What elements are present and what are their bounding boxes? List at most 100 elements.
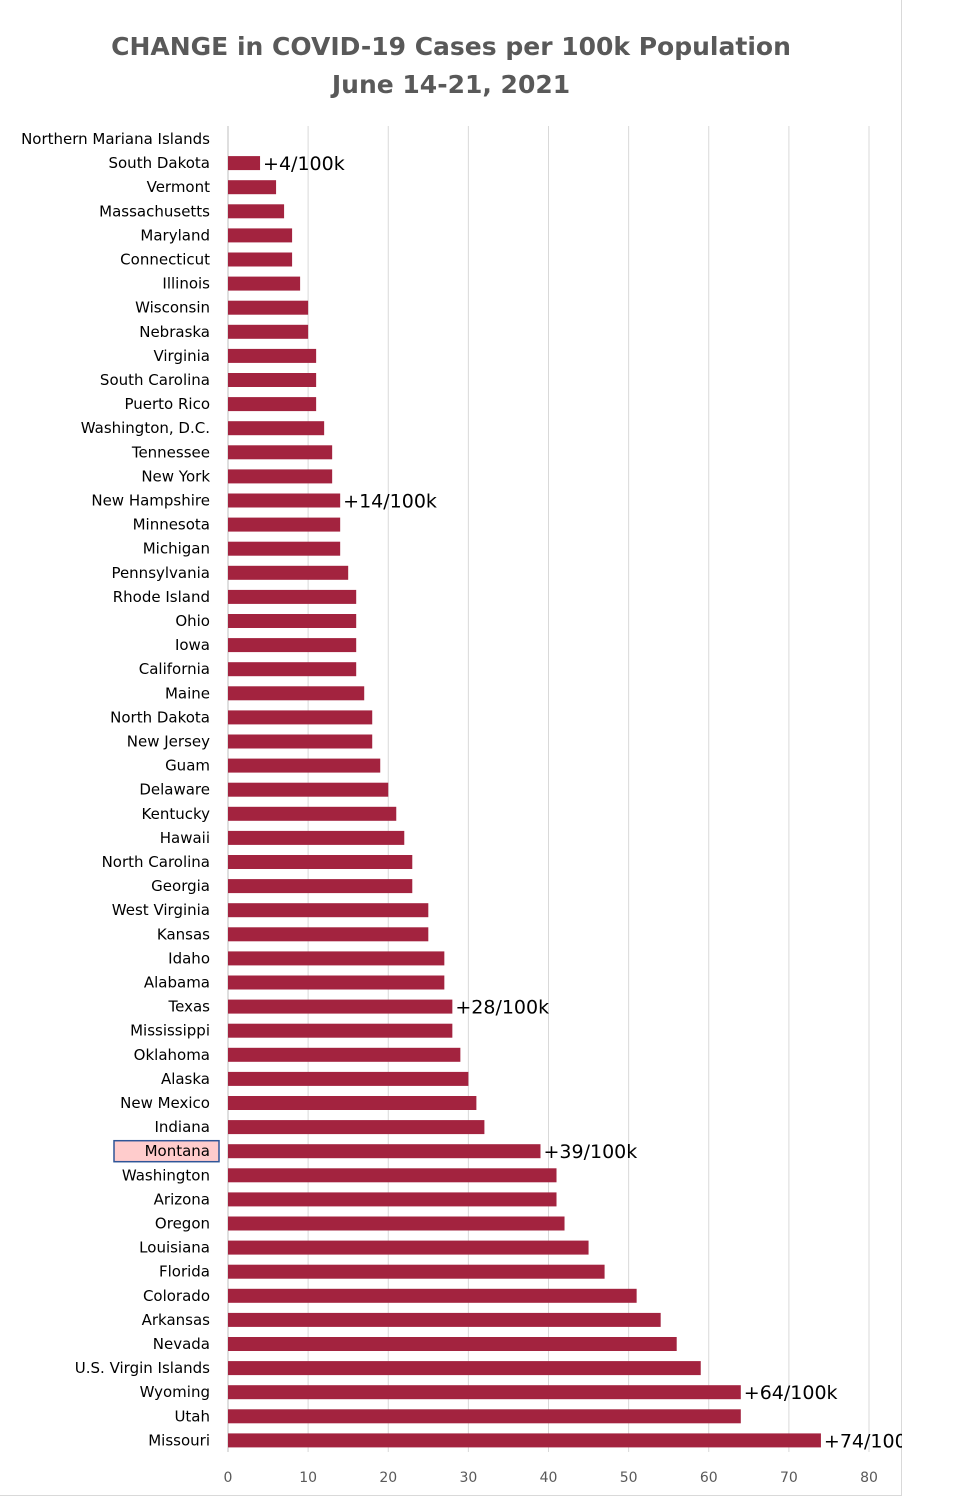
bar [228,1096,477,1110]
category-label: Rhode Island [113,588,210,606]
bar [228,1288,637,1303]
category-label: U.S. Virgin Islands [75,1359,210,1377]
bar [228,782,389,797]
chart-frame: CHANGE in COVID-19 Cases per 100k Popula… [0,0,902,1496]
annotations: +4/100k +14/100k +28/100k +39/100k +64/100k +… [263,153,902,1452]
bar [228,469,333,484]
x-tick-label: 10 [299,1470,317,1486]
bar [228,565,349,580]
bar [228,999,453,1014]
highlight-box [113,1139,220,1163]
highlight-layer [113,1139,220,1163]
category-label: Mississippi [130,1022,210,1040]
chart-subtitle: June 14-21, 2021 [331,70,571,99]
bar [228,1385,741,1400]
category-label: Nebraska [139,323,210,341]
category-label: Louisiana [139,1239,210,1257]
bar [228,1433,821,1448]
bar [228,541,341,556]
bar [228,1216,565,1231]
bar [228,1264,605,1279]
bar [228,662,357,677]
category-label: Hawaii [160,829,210,847]
category-label: Kentucky [142,805,211,823]
bar [228,951,445,966]
bar [228,589,357,604]
x-tick-label: 60 [700,1470,718,1486]
category-label: South Carolina [100,371,210,389]
category-label: Maryland [140,226,210,244]
category-label: New Mexico [120,1094,210,1112]
bar [228,614,357,628]
category-label: Maine [165,684,210,702]
category-label: Montana [145,1142,210,1160]
x-tick-label: 20 [379,1470,397,1486]
category-label: Colorado [143,1287,210,1305]
bar-annotation: +4/100k [263,153,345,175]
bar [228,1120,485,1135]
bar-annotation: +64/100k [744,1382,838,1404]
bar [228,710,373,725]
category-label: Ohio [175,612,210,630]
bar [228,445,333,460]
bar [228,1144,541,1159]
category-label: Arkansas [142,1311,211,1329]
bar [228,855,413,869]
category-label: Tennessee [131,443,210,461]
bar [228,228,293,243]
category-label: New Jersey [127,733,210,751]
category-label: Alaska [161,1070,210,1088]
bar [228,1023,453,1038]
category-label: Minnesota [133,516,210,534]
category-label: North Dakota [110,708,210,726]
category-label: Massachusetts [99,202,210,220]
category-label: Illinois [162,275,210,293]
x-tick-label: 80 [860,1470,878,1486]
x-tick-label: 30 [459,1470,477,1486]
bar [228,806,397,821]
category-label: Oregon [155,1215,210,1233]
bar [228,373,317,387]
category-label: New Hampshire [91,492,210,510]
category-label: Vermont [147,178,211,196]
bar [228,1337,677,1351]
bar [228,638,357,653]
bar [228,734,373,749]
chart-title: CHANGE in COVID-19 Cases per 100k Popula… [111,32,791,61]
category-label: Iowa [175,636,210,654]
bar [228,1312,661,1327]
bar [228,1168,557,1183]
category-label: Pennsylvania [111,564,210,582]
bar [228,156,261,171]
bar [228,421,325,436]
chart-title-block: CHANGE in COVID-19 Cases per 100k Popula… [0,28,902,104]
category-label: Washington, D.C. [81,419,210,437]
category-label: Wisconsin [135,299,210,317]
category-label: Kansas [157,925,210,943]
category-label: Washington [122,1166,210,1184]
category-label: North Carolina [102,853,210,871]
category-label: Guam [165,757,210,775]
bar [228,830,405,845]
category-label: Arizona [154,1190,210,1208]
category-label: Indiana [154,1118,210,1136]
bar-annotation: +39/100k [543,1141,637,1163]
category-label: Oklahoma [134,1046,210,1064]
category-label: Virginia [153,347,210,365]
x-tick-label: 0 [224,1470,233,1486]
bar-annotation: +14/100k [343,491,437,513]
category-label: Delaware [139,781,210,799]
bar [228,252,293,267]
category-label: New York [141,467,210,485]
bar [228,686,365,701]
category-label: California [139,660,210,678]
bars [228,156,821,1448]
bar [228,276,301,291]
bar-chart: Northern Mariana Islands South Dakota Verm… [21,126,902,1486]
category-labels: Northern Mariana Islands South Dakota Verm… [21,130,210,1449]
category-label: Idaho [168,949,210,967]
category-label: Puerto Rico [124,395,210,413]
category-label: Nevada [153,1335,210,1353]
bar [228,324,309,339]
bar [228,204,285,219]
